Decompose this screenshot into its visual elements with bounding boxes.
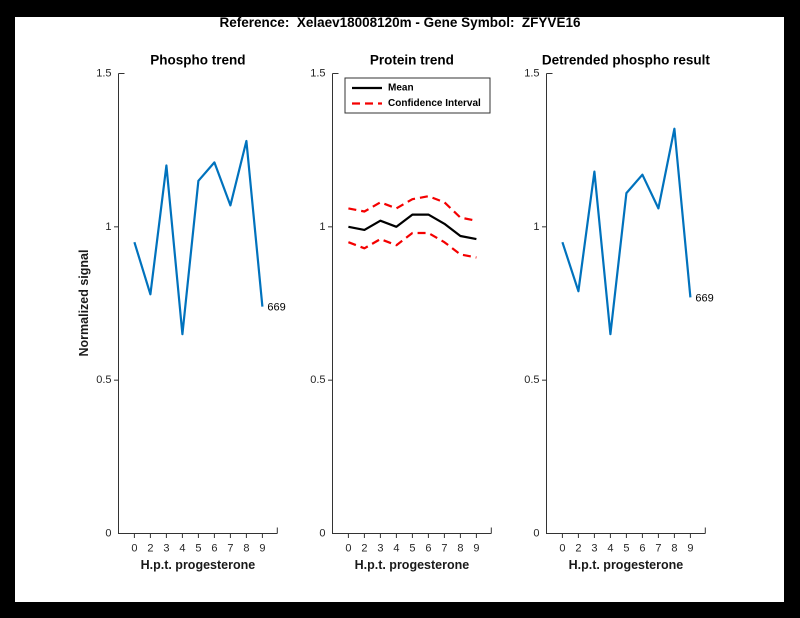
x-tick-label: 2 bbox=[361, 543, 367, 555]
subplot-title: Protein trend bbox=[370, 53, 454, 68]
annotation-label: 669 bbox=[695, 292, 713, 304]
x-tick-label: 8 bbox=[671, 543, 677, 555]
x-tick-label: 3 bbox=[163, 543, 169, 555]
series-line-0 bbox=[561, 127, 692, 336]
y-tick-label: 1 bbox=[105, 221, 111, 233]
y-tick-label: 0.5 bbox=[524, 374, 539, 386]
axis-lines bbox=[118, 73, 278, 534]
x-tick-label: 4 bbox=[607, 543, 613, 555]
axis-end-caps bbox=[118, 73, 278, 534]
y-tick-label: 0 bbox=[105, 528, 111, 540]
series-line-2 bbox=[348, 231, 477, 259]
y-tick-label: 0.5 bbox=[96, 374, 111, 386]
legend-item-label: Mean bbox=[388, 83, 414, 94]
series-line-1 bbox=[348, 195, 477, 222]
x-tick-label: 6 bbox=[639, 543, 645, 555]
x-axis-title: H.p.t. progesterone bbox=[355, 558, 470, 572]
x-tick-label: 5 bbox=[195, 543, 201, 555]
x-tick-label: 6 bbox=[425, 543, 431, 555]
x-axis-title: H.p.t. progesterone bbox=[141, 558, 256, 572]
x-tick-label: 0 bbox=[559, 543, 565, 555]
x-tick-label: 0 bbox=[131, 543, 137, 555]
x-tick-label: 7 bbox=[655, 543, 661, 555]
x-tick-label: 7 bbox=[441, 543, 447, 555]
x-tick-label: 2 bbox=[147, 543, 153, 555]
y-tick-label: 0 bbox=[319, 528, 325, 540]
axis-end-caps bbox=[332, 73, 492, 534]
subplot-title: Detrended phospho result bbox=[542, 53, 711, 68]
x-tick-label: 6 bbox=[211, 543, 217, 555]
y-tick-label: 1.5 bbox=[310, 68, 325, 80]
subplot-title: Phospho trend bbox=[150, 53, 245, 68]
x-tick-label: 5 bbox=[409, 543, 415, 555]
figure-title: Reference: Xelaev18008120m - Gene Symbol… bbox=[219, 15, 581, 30]
x-tick-label: 9 bbox=[687, 543, 693, 555]
x-tick-label: 9 bbox=[473, 543, 479, 555]
legend-item-label: Confidence Interval bbox=[388, 98, 481, 109]
y-tick-label: 1.5 bbox=[96, 68, 111, 80]
x-tick-label: 4 bbox=[393, 543, 399, 555]
y-tick-label: 0 bbox=[533, 528, 539, 540]
x-tick-label: 3 bbox=[377, 543, 383, 555]
axis-end-caps bbox=[546, 73, 706, 534]
y-tick-label: 1 bbox=[533, 221, 539, 233]
x-tick-label: 0 bbox=[345, 543, 351, 555]
y-tick-label: 1 bbox=[319, 221, 325, 233]
axis-lines bbox=[546, 73, 706, 534]
x-tick-label: 5 bbox=[623, 543, 629, 555]
figure-frame bbox=[15, 17, 784, 602]
x-tick-label: 3 bbox=[591, 543, 597, 555]
axis-lines bbox=[332, 73, 492, 534]
y-tick-label: 0.5 bbox=[310, 374, 325, 386]
legend-box bbox=[344, 77, 491, 114]
y-tick-label: 1.5 bbox=[524, 68, 539, 80]
x-tick-label: 8 bbox=[243, 543, 249, 555]
series-line-0 bbox=[348, 213, 477, 241]
x-tick-label: 4 bbox=[179, 543, 185, 555]
x-tick-label: 9 bbox=[259, 543, 265, 555]
x-tick-label: 7 bbox=[227, 543, 233, 555]
series-line-0 bbox=[133, 139, 264, 336]
x-tick-label: 8 bbox=[457, 543, 463, 555]
x-axis-title: H.p.t. progesterone bbox=[569, 558, 684, 572]
annotation-label: 669 bbox=[267, 302, 285, 314]
x-tick-label: 2 bbox=[575, 543, 581, 555]
